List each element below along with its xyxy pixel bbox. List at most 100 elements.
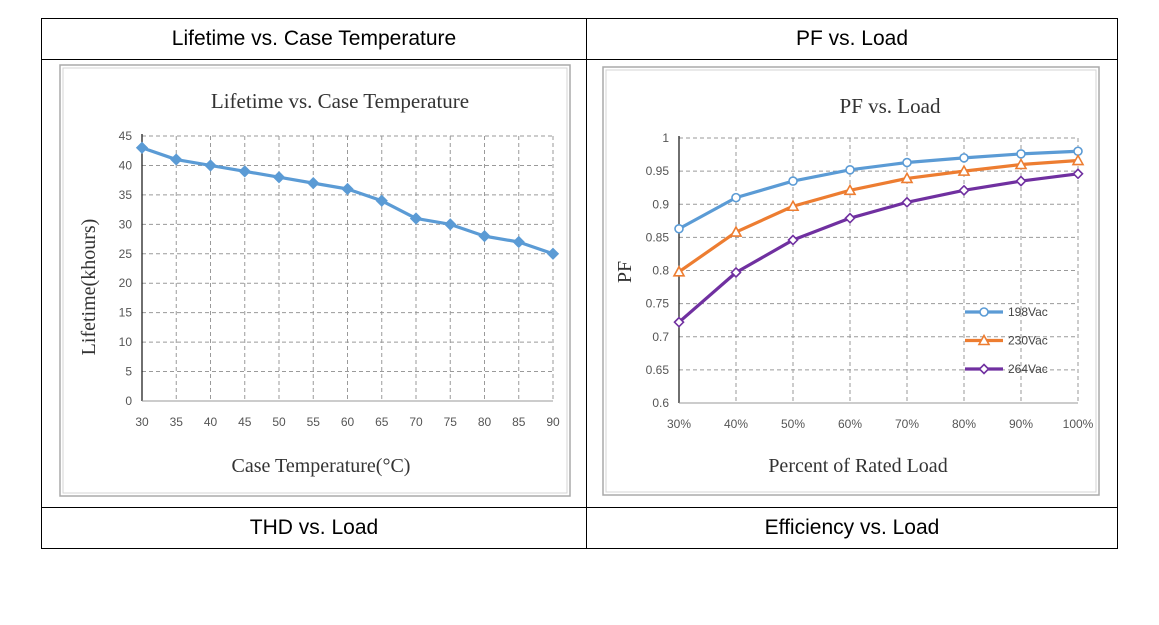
data-point bbox=[135, 141, 149, 154]
x-tick-label: 40% bbox=[724, 417, 748, 431]
x-tick-label: 65 bbox=[375, 415, 389, 429]
data-point bbox=[958, 184, 970, 196]
series-line bbox=[677, 172, 1079, 324]
data-point bbox=[1014, 157, 1028, 170]
data-point bbox=[478, 229, 491, 243]
data-point bbox=[731, 192, 741, 203]
data-point bbox=[730, 266, 742, 279]
y-tick-label: 0.85 bbox=[646, 230, 670, 244]
y-tick-label: 0.7 bbox=[652, 330, 669, 344]
data-point bbox=[307, 176, 320, 190]
y-tick-label: 0.75 bbox=[646, 297, 670, 311]
x-tick-label: 40 bbox=[204, 415, 218, 429]
y-tick-label: 10 bbox=[119, 335, 133, 349]
data-point bbox=[672, 265, 686, 277]
x-tick-label: 70 bbox=[409, 415, 423, 429]
data-point bbox=[512, 235, 525, 249]
data-point bbox=[902, 157, 912, 168]
legend-marker bbox=[977, 333, 991, 346]
lifetime-chart-cell: 0 5 10 15 20 25 30 35 40 45 30 35 40 45 50 55 60 65 70 75 80… bbox=[41, 59, 587, 508]
x-tick-label: 60% bbox=[838, 417, 862, 431]
y-axis-title: Lifetime(khours) bbox=[78, 219, 100, 356]
y-tick-label: 1 bbox=[662, 131, 669, 145]
data-point bbox=[1071, 153, 1085, 166]
data-point bbox=[901, 196, 913, 208]
header-lifetime: Lifetime vs. Case Temperature bbox=[41, 18, 587, 60]
chart-title: PF vs. Load bbox=[840, 94, 941, 118]
chart-frame bbox=[59, 64, 571, 497]
series-line bbox=[678, 158, 1079, 274]
x-tick-label: 45 bbox=[238, 415, 252, 429]
x-tick-label: 50 bbox=[272, 415, 286, 429]
legend-marker bbox=[978, 363, 990, 375]
y-axis-title: PF bbox=[614, 261, 636, 283]
data-point bbox=[900, 171, 914, 184]
data-point bbox=[546, 247, 560, 260]
data-point bbox=[341, 182, 354, 196]
data-point bbox=[1016, 149, 1026, 159]
series-line bbox=[678, 149, 1079, 231]
data-point bbox=[844, 212, 856, 224]
y-tick-label: 25 bbox=[119, 247, 133, 261]
y-tick-label: 0.6 bbox=[652, 396, 669, 410]
x-tick-label: 60 bbox=[341, 415, 355, 429]
y-tick-label: 45 bbox=[119, 129, 133, 143]
y-tick-label: 30 bbox=[119, 217, 133, 231]
charts-table: Lifetime vs. Case Temperature PF vs. Loa… bbox=[41, 18, 1118, 549]
x-axis-title: Case Temperature(°C) bbox=[232, 455, 411, 477]
x-tick-label: 55 bbox=[307, 415, 321, 429]
header-pf: PF vs. Load bbox=[586, 18, 1118, 60]
x-tick-label: 100% bbox=[1063, 417, 1094, 431]
y-tick-label: 35 bbox=[119, 188, 133, 202]
y-tick-label: 0.9 bbox=[652, 197, 669, 211]
x-tick-label: 70% bbox=[895, 417, 919, 431]
data-point bbox=[1072, 168, 1084, 180]
data-point bbox=[787, 234, 799, 246]
header-thd: THD vs. Load bbox=[41, 507, 587, 549]
chart-frame-inner bbox=[605, 69, 1097, 493]
x-axis-title: Percent of Rated Load bbox=[768, 455, 947, 477]
y-tick-label: 0 bbox=[125, 394, 132, 408]
x-tick-label: 75 bbox=[444, 415, 458, 429]
data-point bbox=[444, 218, 457, 231]
data-point bbox=[409, 212, 423, 225]
data-point bbox=[788, 176, 798, 186]
data-point bbox=[729, 225, 743, 237]
header-efficiency: Efficiency vs. Load bbox=[586, 507, 1118, 549]
chart-title: Lifetime vs. Case Temperature bbox=[211, 89, 469, 113]
x-tick-label: 80 bbox=[478, 415, 492, 429]
data-point bbox=[674, 223, 684, 234]
x-tick-label: 35 bbox=[170, 415, 184, 429]
y-tick-label: 15 bbox=[119, 306, 133, 320]
data-point bbox=[673, 316, 685, 328]
pf-chart: 0.6 0.65 0.7 0.75 0.8 0.85 0.9 0.95 1 30% 40% 50% 60… bbox=[602, 66, 1100, 496]
data-point bbox=[1015, 175, 1027, 187]
data-point bbox=[238, 165, 251, 178]
data-point bbox=[959, 153, 969, 163]
x-tick-label: 50% bbox=[781, 417, 805, 431]
x-tick-label: 90% bbox=[1009, 417, 1033, 431]
y-tick-label: 20 bbox=[119, 276, 133, 290]
x-tick-label: 30% bbox=[667, 417, 691, 431]
y-tick-label: 40 bbox=[119, 158, 133, 172]
lifetime-chart: 0 5 10 15 20 25 30 35 40 45 30 35 40 45 50 55 60 65 70 75 80… bbox=[59, 64, 571, 497]
data-point bbox=[204, 159, 217, 172]
data-point bbox=[375, 194, 388, 207]
legend-marker bbox=[979, 307, 989, 317]
y-tick-label: 0.8 bbox=[652, 264, 669, 278]
data-point bbox=[843, 183, 857, 196]
legend-label: 198Vac bbox=[1008, 305, 1048, 319]
x-tick-label: 85 bbox=[512, 415, 526, 429]
y-tick-label: 0.65 bbox=[646, 363, 670, 377]
data-point bbox=[845, 165, 855, 175]
data-point bbox=[786, 199, 800, 212]
x-tick-label: 30 bbox=[135, 415, 149, 429]
chart-frame-inner bbox=[62, 67, 568, 494]
legend-label: 264Vac bbox=[1008, 362, 1048, 376]
data-point bbox=[272, 171, 286, 184]
pf-chart-cell: 0.6 0.65 0.7 0.75 0.8 0.85 0.9 0.95 1 30% 40% 50% 60… bbox=[586, 59, 1118, 508]
y-tick-label: 5 bbox=[125, 365, 132, 379]
y-tick-label: 0.95 bbox=[646, 164, 670, 178]
data-point bbox=[957, 164, 971, 176]
data-point bbox=[170, 153, 183, 166]
